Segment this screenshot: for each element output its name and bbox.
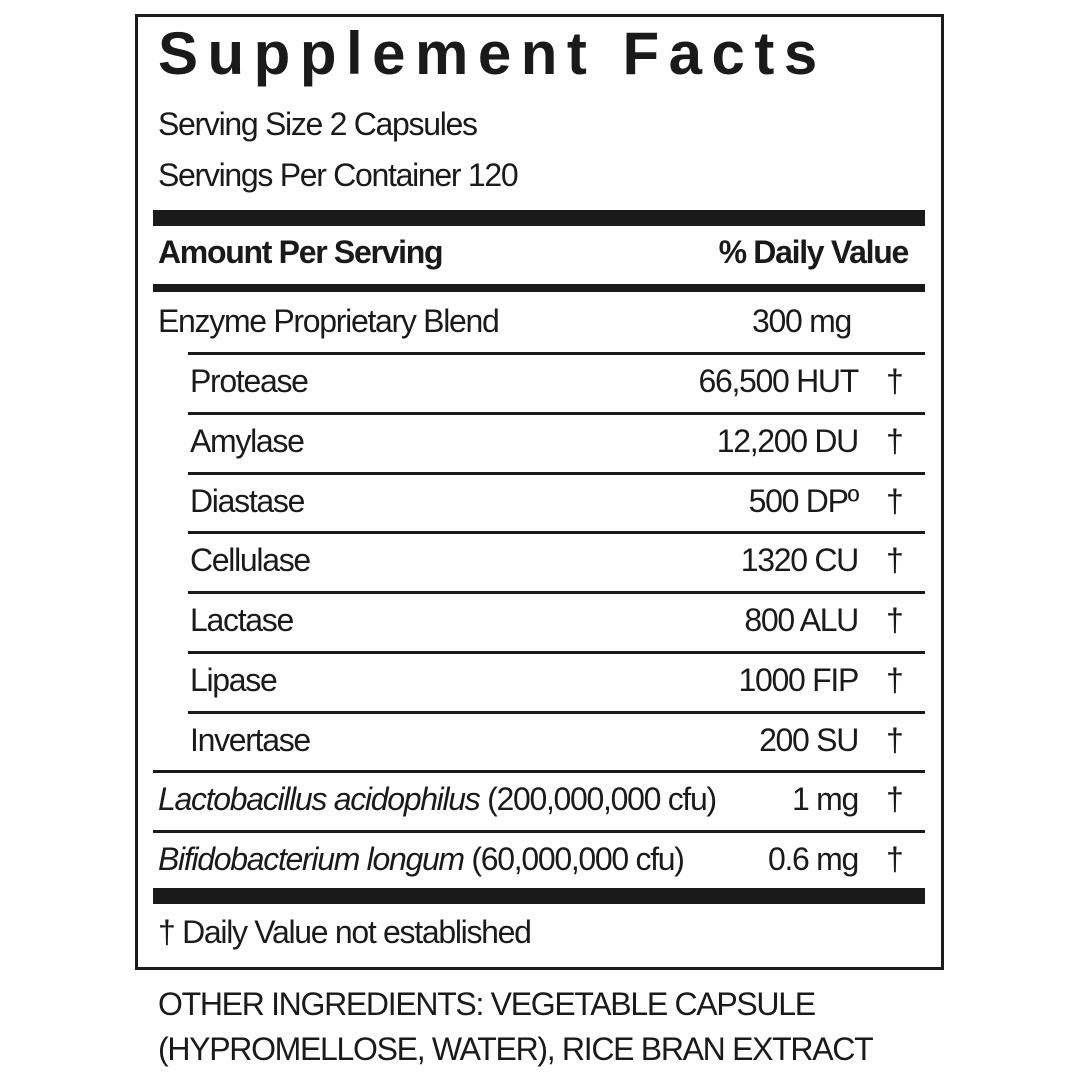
probiotic-name: Lactobacillus acidophilus (200,000,000 c… [158,781,717,817]
amount-per-serving-header: Amount Per Serving [158,234,444,270]
row-divider [188,411,925,415]
probiotic-name: Bifidobacterium longum (60,000,000 cfu) [158,840,685,877]
daily-value-dagger: † [886,840,904,877]
row-divider [188,471,925,475]
supplement-facts-panel [135,14,944,970]
daily-value-dagger: † [886,721,904,758]
ingredient-name: Lipase [190,662,278,698]
thick-divider [153,888,925,904]
daily-value-dagger: † [886,781,904,817]
daily-value-dagger: † [886,363,904,399]
ingredient-amount: 1320 CU [740,542,860,579]
serving-size: Serving Size 2 Capsules [158,106,478,142]
row-divider [188,710,925,714]
other-ingredients-line-2: (HYPROMELLOSE, WATER), RICE BRAN EXTRACT [158,1031,874,1067]
row-divider [188,651,925,654]
servings-per-container: Servings Per Container 120 [158,157,519,193]
probiotic-amount: 1 mg [792,781,859,817]
row-divider [188,531,925,535]
ingredient-amount: 1000 FIP [738,662,860,698]
daily-value-header: % Daily Value [718,234,910,270]
daily-value-dagger: † [886,662,904,698]
probiotic-cfu: (200,000,000 cfu) [487,781,717,817]
ingredient-name: Amylase [190,422,305,459]
probiotic-species: Lactobacillus acidophilus [158,781,481,817]
ingredient-name: Invertase [190,721,311,758]
probiotic-species: Bifidobacterium longum [158,840,465,877]
daily-value-dagger: † [886,542,904,579]
row-divider [153,770,925,773]
row-divider [188,352,925,355]
medium-divider [153,284,925,292]
ingredient-name: Diastase [190,482,305,519]
panel-title: Supplement Facts [158,20,827,87]
ingredient-name: Cellulase [190,542,311,579]
blend-amount: 300 mg [752,303,852,339]
ingredient-amount: 12,200 DU [716,422,860,459]
row-divider [188,591,925,595]
footnote: † Daily Value not established [158,914,532,950]
thick-divider [153,210,925,226]
ingredient-amount: 500 DPº [748,482,860,519]
probiotic-amount: 0.6 mg [767,840,859,877]
row-divider [153,829,925,833]
daily-value-dagger: † [886,602,904,639]
daily-value-dagger: † [886,422,904,459]
ingredient-amount: 200 SU [759,721,859,758]
ingredient-amount: 800 ALU [744,602,859,639]
other-ingredients-line-1: OTHER INGREDIENTS: VEGETABLE CAPSULE [158,986,816,1022]
probiotic-cfu: (60,000,000 cfu) [471,840,685,877]
daily-value-dagger: † [886,482,904,519]
ingredient-name: Lactase [190,602,294,639]
ingredient-name: Protease [190,363,309,399]
blend-name: Enzyme Proprietary Blend [158,303,500,339]
ingredient-amount: 66,500 HUT [698,363,859,399]
